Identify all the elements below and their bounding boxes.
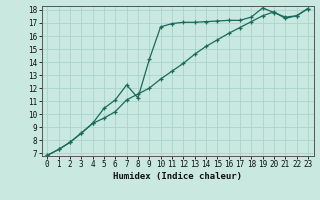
X-axis label: Humidex (Indice chaleur): Humidex (Indice chaleur)	[113, 172, 242, 181]
